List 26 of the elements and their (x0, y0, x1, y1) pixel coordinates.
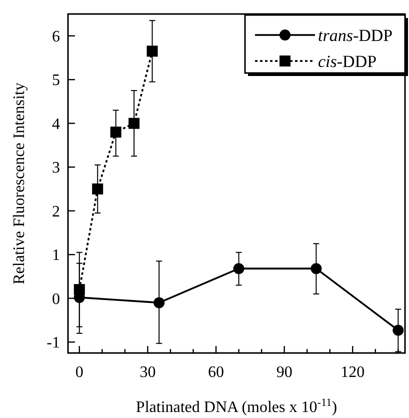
point (128, 118, 140, 129)
x-tick-label: 60 (208, 364, 224, 381)
legend-label: trans-DDP (318, 26, 393, 45)
y-axis-title: Relative Fluorescence Intensity (11, 82, 28, 284)
x-tick-label: 0 (75, 364, 84, 381)
point (310, 263, 322, 274)
point (392, 324, 404, 336)
y-tick-label: 5 (52, 72, 60, 90)
x-tick-label: 30 (140, 364, 156, 381)
legend-label: cis-DDP (318, 52, 377, 71)
x-tick-label: 90 (276, 364, 292, 381)
point (154, 297, 165, 308)
x-axis-title: Platinated DNA (moles x 10$^{-11}$) (136, 397, 338, 416)
y-tick-label: 6 (52, 28, 60, 46)
point (233, 263, 244, 274)
y-tick-label: 0 (52, 290, 60, 308)
point (110, 126, 122, 138)
y-tick-label: -1 (46, 334, 60, 352)
point (74, 284, 85, 296)
y-tick-label: 3 (52, 160, 60, 177)
y-tick-label: 4 (52, 116, 60, 133)
y-tick-label: 1 (52, 247, 60, 264)
x-tick-label: 120 (340, 364, 365, 381)
point (92, 183, 104, 194)
y-tick-label: 2 (52, 203, 60, 220)
point (146, 46, 158, 57)
